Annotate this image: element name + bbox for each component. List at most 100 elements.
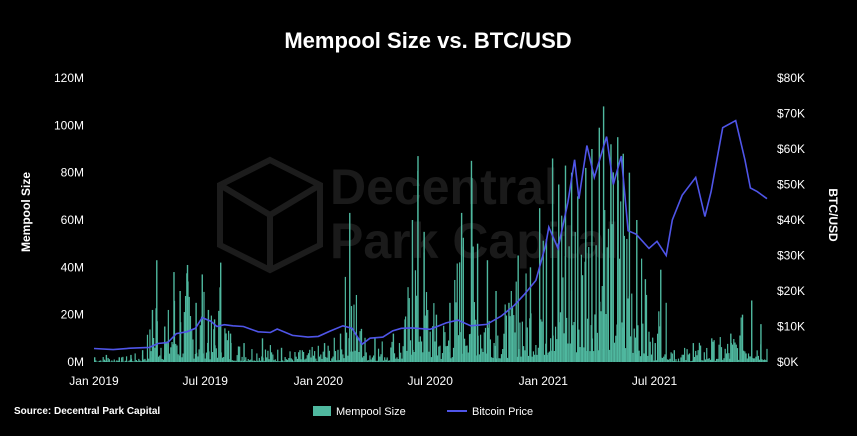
mempool-bar [510,290,512,362]
mempool-bar [428,351,430,362]
mempool-bar [133,361,135,362]
mempool-bar [682,354,684,362]
mempool-bar [411,354,413,362]
mempool-bar [612,172,614,362]
mempool-bar [644,279,647,362]
mempool-bar [529,267,532,362]
mempool-bar [176,345,178,362]
mempool-bar [550,338,552,362]
mempool-bar [572,325,574,362]
mempool-bar [735,344,737,362]
y-left-tick-label: 40M [61,260,84,274]
mempool-bar [596,332,598,362]
mempool-bar [118,357,120,362]
mempool-bar [639,356,641,362]
mempool-bar [570,172,573,362]
mempool-bar [692,343,695,362]
mempool-bar [553,350,555,362]
mempool-bar [590,325,592,362]
mempool-bar [601,286,603,362]
mempool-bar [259,360,262,362]
mempool-bar [205,352,208,362]
mempool-bar [225,333,227,362]
mempool-bar [509,316,511,362]
mempool-bar [360,328,363,362]
mempool-bar [473,302,476,362]
mempool-bar [144,358,146,362]
mempool-bar [375,360,377,362]
mempool-bar [499,358,501,362]
y-right-tick-label: $0K [777,355,798,369]
mempool-bar [242,361,244,362]
source-note: Source: Decentral Park Capital [14,406,160,417]
mempool-bar [739,335,741,362]
mempool-bar [430,357,433,362]
mempool-bar [743,350,745,362]
mempool-bar [761,359,763,362]
mempool-bar [756,350,758,362]
mempool-bar [559,312,562,362]
mempool-bar [150,351,152,362]
mempool-bar [191,330,193,362]
mempool-bar [146,334,149,362]
watermark-logo-icon [217,156,323,274]
mempool-bar [129,359,131,362]
mempool-bar [650,354,653,362]
mempool-bar [482,351,484,362]
mempool-bars [94,106,768,363]
mempool-bar [588,246,590,362]
mempool-bar [231,360,233,362]
mempool-bar [321,358,323,362]
mempool-bar [585,167,587,362]
mempool-bar [563,333,565,362]
mempool-bar [538,208,541,362]
mempool-bar [359,331,361,362]
mempool-bar [195,302,197,362]
mempool-bar [157,356,160,362]
mempool-bar [537,347,539,362]
mempool-bar [580,254,582,362]
mempool-bar [424,315,426,362]
mempool-bar [411,220,414,362]
mempool-bar [188,296,190,362]
mempool-bar [273,360,275,362]
mempool-bar [569,343,571,362]
mempool-bar [295,356,297,362]
mempool-bar [511,306,514,362]
mempool-bar [293,361,295,362]
mempool-bar [607,228,610,362]
mempool-bar [618,258,621,362]
mempool-bar [529,318,531,362]
mempool-bar [517,255,519,362]
mempool-bar [478,354,480,362]
mempool-bar [470,160,473,362]
mempool-bar [368,360,370,362]
mempool-bar [595,245,597,362]
mempool-bar [583,347,585,362]
mempool-bar [697,350,699,362]
bitcoin-price-line [93,119,768,351]
mempool-bar [307,353,310,362]
mempool-bar [706,347,708,362]
mempool-bar [462,237,464,362]
mempool-bar [749,356,751,362]
mempool-bar [466,345,468,362]
mempool-bar [568,246,570,362]
mempool-bar [350,306,353,362]
mempool-bar [751,300,753,362]
mempool-bar [693,356,696,362]
mempool-bar [413,351,415,362]
mempool-bar [290,358,292,362]
mempool-bar [406,350,408,362]
mempool-bar [524,350,526,362]
mempool-bar [166,341,168,362]
mempool-bar [638,350,640,362]
mempool-bar [589,351,591,362]
mempool-bar [687,354,689,362]
mempool-bar [221,357,224,362]
mempool-bar [128,360,130,362]
mempool-bar [564,165,567,362]
mempool-bar [521,321,523,362]
mempool-bar [286,359,289,362]
mempool-bar [135,360,137,362]
